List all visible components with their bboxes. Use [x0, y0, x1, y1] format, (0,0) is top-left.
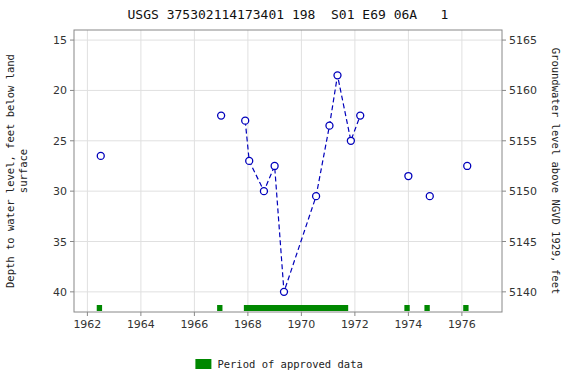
- data-point: [405, 173, 412, 180]
- y2-tick: [502, 241, 506, 242]
- series: [242, 72, 364, 296]
- grid-line: [461, 30, 462, 312]
- x-tick: [461, 312, 462, 316]
- grid-line: [74, 191, 502, 192]
- series: [97, 112, 470, 200]
- y2-tick-label: 5140: [509, 286, 537, 299]
- grid-line: [87, 30, 88, 312]
- chart: 1962 1964 1966 1968 1970 1972 1974 1976 15 20 25 30…: [0, 0, 576, 384]
- title: USGS 375302114173401 198 S01 E69 06A 1: [128, 7, 449, 22]
- x-tick-label: 1970: [287, 318, 315, 331]
- x-tick: [408, 312, 409, 316]
- x-tick-label: 1974: [394, 318, 422, 331]
- y-tick-label: 35: [53, 236, 67, 249]
- data-point: [246, 157, 253, 164]
- y-tick: [70, 241, 74, 242]
- legend-label: Period of approved data: [217, 358, 362, 370]
- data-line: [245, 75, 360, 292]
- y-tick: [70, 191, 74, 192]
- axes: 1962 1964 1966 1968 1970 1972 1974 1976 15 20 25 30…: [53, 34, 537, 331]
- y2-tick-label: 5160: [509, 84, 537, 97]
- grid-line: [74, 90, 502, 91]
- y2-tick-label: 5155: [509, 135, 537, 148]
- approved-period: [424, 305, 429, 311]
- y-tick: [70, 291, 74, 292]
- series: [97, 305, 469, 311]
- x-tick: [354, 312, 355, 316]
- x-tick: [301, 312, 302, 316]
- y2-tick: [502, 291, 506, 292]
- grid-line: [74, 241, 502, 242]
- y2-axis-label: Groundwater level above NGVD 1929, feet: [550, 48, 562, 295]
- y2-tick: [502, 191, 506, 192]
- y-tick-label: 30: [53, 185, 67, 198]
- y2-tick-label: 5150: [509, 185, 537, 198]
- x-tick: [140, 312, 141, 316]
- y-tick-label: 25: [53, 135, 67, 148]
- x-tick-label: 1962: [73, 318, 101, 331]
- grid-line: [194, 30, 195, 312]
- approved-period: [97, 305, 102, 311]
- y-tick: [70, 90, 74, 91]
- plot-frame: [74, 30, 502, 312]
- grid: [74, 30, 502, 312]
- x-tick-label: 1966: [180, 318, 208, 331]
- y-tick-label: 15: [53, 34, 67, 47]
- approved-period: [217, 305, 222, 311]
- x-tick: [87, 312, 88, 316]
- y2-tick-label: 5165: [509, 34, 537, 47]
- grid-line: [247, 30, 248, 312]
- data-point: [271, 162, 278, 169]
- data-point: [97, 152, 104, 159]
- x-tick-label: 1968: [234, 318, 262, 331]
- y2-tick: [502, 40, 506, 41]
- data-point: [313, 193, 320, 200]
- y-tick: [70, 40, 74, 41]
- y-axis-label-line: Depth to water level, feet below land: [4, 54, 16, 288]
- legend-swatch: [195, 359, 211, 369]
- data-point: [334, 72, 341, 79]
- x-tick-label: 1976: [448, 318, 476, 331]
- data-point: [464, 162, 471, 169]
- x-tick: [194, 312, 195, 316]
- grid-line: [74, 140, 502, 141]
- y-tick-label: 40: [53, 286, 67, 299]
- y-tick-label: 20: [53, 84, 67, 97]
- y2-tick: [502, 90, 506, 91]
- data-point: [426, 193, 433, 200]
- approved-period: [404, 305, 409, 311]
- x-tick-label: 1964: [127, 318, 155, 331]
- y2-tick-label: 5145: [509, 236, 537, 249]
- y-axis-label-line: surface: [17, 149, 29, 193]
- grid-line: [354, 30, 355, 312]
- data-point: [326, 122, 333, 129]
- background: [0, 0, 576, 384]
- data-point: [218, 112, 225, 119]
- data-point: [280, 288, 287, 295]
- data-point: [242, 117, 249, 124]
- grid-line: [140, 30, 141, 312]
- y-tick: [70, 140, 74, 141]
- data-point: [260, 188, 267, 195]
- approved-period: [463, 305, 468, 311]
- grid-line: [408, 30, 409, 312]
- legend: Period of approved data: [195, 358, 362, 370]
- x-tick-label: 1972: [341, 318, 369, 331]
- data-point: [357, 112, 364, 119]
- y2-tick: [502, 140, 506, 141]
- data: [97, 72, 471, 311]
- data-point: [347, 137, 354, 144]
- approved-period: [244, 305, 348, 311]
- x-tick: [247, 312, 248, 316]
- grid-line: [74, 40, 502, 41]
- grid-line: [301, 30, 302, 312]
- y-axis-label: Depth to water level, feet below landsur…: [4, 54, 29, 288]
